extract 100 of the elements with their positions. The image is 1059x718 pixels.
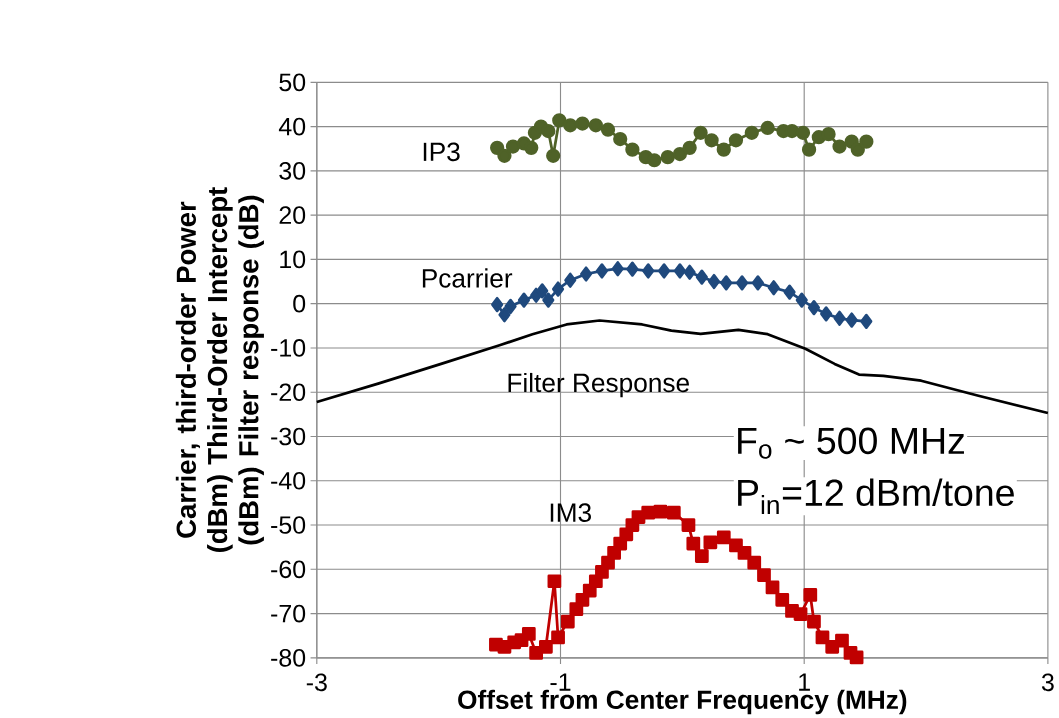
point xyxy=(541,123,556,138)
line-series xyxy=(315,318,1050,415)
point xyxy=(757,567,771,582)
point xyxy=(641,505,656,520)
y-tick-label: -80 xyxy=(271,648,306,667)
point xyxy=(588,117,603,133)
point xyxy=(832,139,847,154)
series-label: Filter Response xyxy=(508,372,689,398)
point xyxy=(716,142,731,157)
y-tick-label: -30 xyxy=(271,427,306,446)
point xyxy=(542,292,555,308)
point xyxy=(801,142,817,157)
point xyxy=(821,126,836,142)
y-tick-label: 10 xyxy=(280,250,306,269)
point xyxy=(720,275,733,291)
point xyxy=(833,310,846,326)
point xyxy=(859,134,874,149)
point xyxy=(793,606,808,621)
point xyxy=(747,555,762,570)
point xyxy=(737,545,752,560)
point xyxy=(600,122,616,137)
point xyxy=(767,279,780,296)
series-label: IM3 xyxy=(550,503,591,522)
point xyxy=(783,284,796,300)
x-tick-label: -1 xyxy=(550,673,571,691)
point xyxy=(803,587,818,602)
point xyxy=(751,275,764,291)
point xyxy=(760,120,775,135)
point xyxy=(744,125,759,140)
point xyxy=(807,299,821,316)
series-label: IP3 xyxy=(423,142,460,161)
point xyxy=(642,263,655,279)
annotation: P$_{in}$=12 dBm/tone xyxy=(738,478,1014,514)
point xyxy=(564,272,577,288)
point xyxy=(563,117,578,133)
point xyxy=(686,536,701,551)
y-tick-label: -20 xyxy=(271,383,306,401)
y-tick-label: -60 xyxy=(271,560,306,578)
y-tick-label: 20 xyxy=(279,206,306,224)
point xyxy=(673,263,686,279)
point xyxy=(682,140,697,155)
point xyxy=(536,283,549,299)
point xyxy=(517,292,531,308)
point xyxy=(551,630,565,645)
point xyxy=(505,139,521,154)
point xyxy=(498,306,511,323)
point xyxy=(795,125,811,140)
y-tick-label: -50 xyxy=(271,515,306,534)
point xyxy=(547,574,562,588)
point xyxy=(575,116,590,131)
point xyxy=(625,142,640,157)
series-label: Pcarrier xyxy=(422,268,513,288)
point xyxy=(728,133,744,148)
point xyxy=(775,592,790,607)
point xyxy=(681,517,696,532)
y-tick-label: -10 xyxy=(271,338,306,357)
point xyxy=(491,296,504,312)
y-tick-label: 40 xyxy=(278,117,306,136)
y-tick-label: -70 xyxy=(271,604,306,623)
y-tick-label: 0 xyxy=(293,294,306,313)
point xyxy=(552,281,565,297)
point xyxy=(694,548,709,563)
point xyxy=(497,148,512,163)
point xyxy=(539,639,553,654)
point xyxy=(580,266,593,282)
x-axis-title: Offset from Center Frequency (MHz) xyxy=(458,689,907,715)
point xyxy=(647,152,662,168)
x-tick-label: 1 xyxy=(799,673,810,691)
point xyxy=(658,263,671,279)
point xyxy=(546,148,561,163)
point xyxy=(653,504,668,519)
point xyxy=(807,614,821,629)
point xyxy=(693,125,708,140)
point xyxy=(613,131,628,146)
point xyxy=(666,505,681,520)
point xyxy=(672,146,688,161)
point xyxy=(504,298,517,314)
point xyxy=(707,273,721,289)
point xyxy=(626,261,639,277)
point xyxy=(795,292,808,308)
y-axis-title: Carrier, third-order Power (dBm) Third-Order Intercept (dBm) Filter response (dB) xyxy=(175,186,264,552)
point xyxy=(765,580,780,595)
y-tick-label: 30 xyxy=(279,161,306,180)
point xyxy=(552,113,567,128)
point xyxy=(521,626,536,641)
point xyxy=(835,633,849,648)
point xyxy=(611,260,624,277)
point xyxy=(704,133,719,148)
point xyxy=(820,306,833,322)
point xyxy=(595,263,608,279)
point xyxy=(695,269,708,285)
point xyxy=(703,535,718,549)
point xyxy=(845,312,858,328)
point xyxy=(524,140,539,155)
point xyxy=(735,275,749,291)
point xyxy=(850,142,865,157)
x-tick-label: 3 xyxy=(1041,673,1054,691)
x-tick-label: -3 xyxy=(306,673,327,691)
annotation: F$_{o}$ ~ 500 MHz xyxy=(738,427,964,459)
point xyxy=(716,530,731,545)
